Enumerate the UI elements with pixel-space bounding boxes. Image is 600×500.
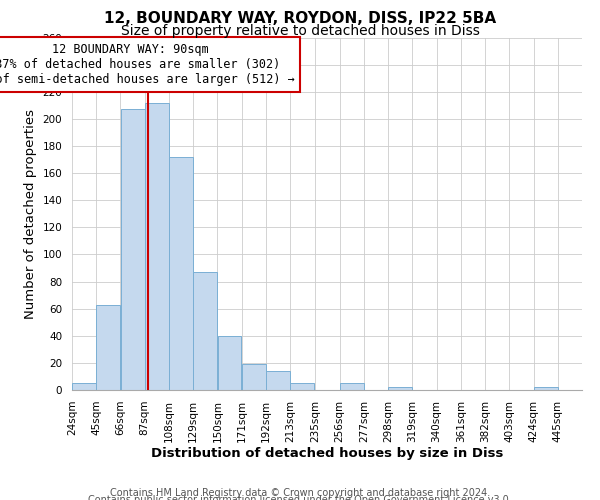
- Text: 12 BOUNDARY WAY: 90sqm
← 37% of detached houses are smaller (302)
62% of semi-de: 12 BOUNDARY WAY: 90sqm ← 37% of detached…: [0, 43, 295, 86]
- X-axis label: Distribution of detached houses by size in Diss: Distribution of detached houses by size …: [151, 448, 503, 460]
- Bar: [534, 388, 557, 390]
- Bar: [169, 157, 193, 390]
- Text: Size of property relative to detached houses in Diss: Size of property relative to detached ho…: [121, 24, 479, 38]
- Bar: [121, 110, 145, 390]
- Bar: [218, 336, 241, 390]
- Bar: [290, 383, 314, 390]
- Bar: [97, 304, 120, 390]
- Bar: [72, 383, 96, 390]
- Bar: [242, 364, 266, 390]
- Text: Contains HM Land Registry data © Crown copyright and database right 2024.: Contains HM Land Registry data © Crown c…: [110, 488, 490, 498]
- Text: Contains public sector information licensed under the Open Government Licence v3: Contains public sector information licen…: [88, 495, 512, 500]
- Text: 12, BOUNDARY WAY, ROYDON, DISS, IP22 5BA: 12, BOUNDARY WAY, ROYDON, DISS, IP22 5BA: [104, 11, 496, 26]
- Bar: [388, 388, 412, 390]
- Bar: [145, 102, 169, 390]
- Bar: [340, 383, 364, 390]
- Bar: [266, 371, 290, 390]
- Y-axis label: Number of detached properties: Number of detached properties: [24, 109, 37, 319]
- Bar: [193, 272, 217, 390]
